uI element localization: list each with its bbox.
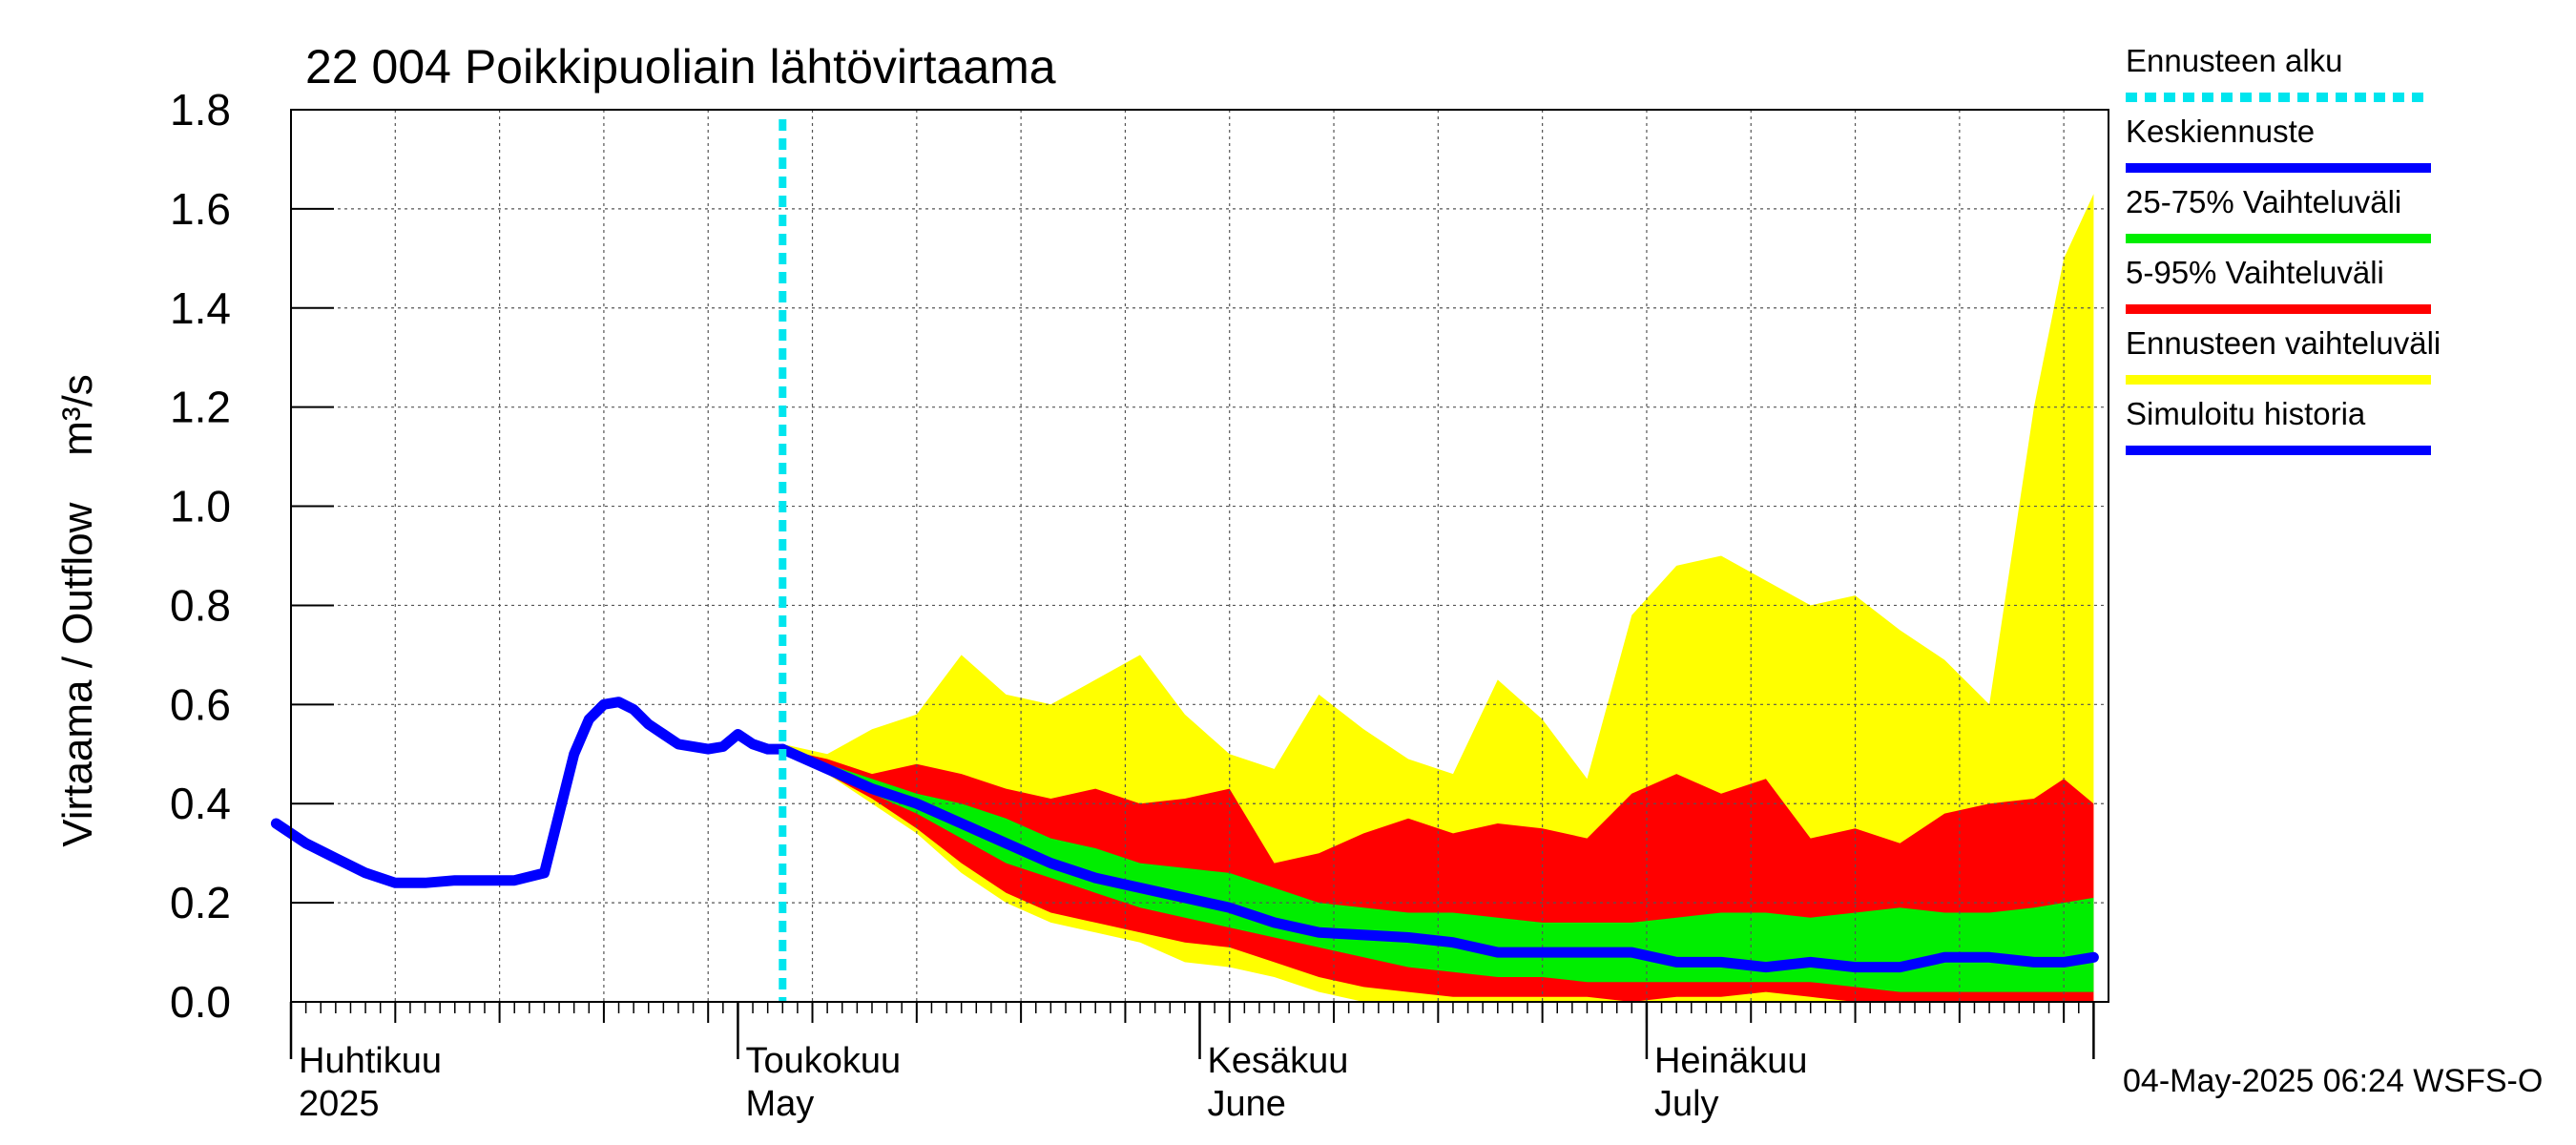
legend-label: Ennusteen vaihteluväli: [2126, 325, 2441, 361]
y-axis-label: Virtaama / Outflow m³/s: [54, 374, 101, 847]
simulated-history-line: [270, 697, 788, 888]
y-tick-label: 0.4: [170, 779, 231, 828]
x-month-sublabel: June: [1208, 1084, 1286, 1124]
legend-label: Simuloitu historia: [2126, 396, 2366, 431]
legend-label: 5-95% Vaihteluväli: [2126, 255, 2384, 290]
y-tick-label: 0.0: [170, 977, 231, 1027]
data-lines: [270, 119, 2099, 1002]
y-axis: 0.0 0.2 0.4 0.6 0.8 1.0 1.2 1.4 1.6 1.8: [170, 85, 334, 1027]
legend-label: Ennusteen alku: [2126, 43, 2343, 78]
forecast-bands: [782, 194, 2094, 1003]
y-tick-label: 1.0: [170, 482, 231, 531]
x-month-sublabel: 2025: [299, 1084, 380, 1124]
y-tick-label: 0.6: [170, 679, 231, 729]
y-tick-label: 1.6: [170, 184, 231, 234]
y-tick-label: 0.8: [170, 580, 231, 630]
x-month-label: Toukokuu: [745, 1041, 901, 1081]
legend: Ennusteen alku Keskiennuste 25-75% Vaihtel…: [2126, 43, 2441, 455]
y-tick-label: 1.8: [170, 85, 231, 135]
x-month-label: Huhtikuu: [299, 1041, 442, 1081]
chart-title: 22 004 Poikkipuoliain lähtövirtaama: [305, 40, 1056, 94]
median-forecast-line: [777, 743, 2099, 973]
legend-label: Keskiennuste: [2126, 114, 2315, 149]
y-tick-label: 1.2: [170, 383, 231, 432]
x-month-label: Kesäkuu: [1208, 1041, 1349, 1081]
band-25-75: [782, 749, 2094, 992]
y-tick-label: 1.4: [170, 283, 231, 333]
y-tick-label: 0.2: [170, 878, 231, 927]
x-month-sublabel: July: [1654, 1084, 1719, 1124]
footer-timestamp: 04-May-2025 06:24 WSFS-O: [2123, 1063, 2543, 1099]
x-month-label: Heinäkuu: [1654, 1041, 1808, 1081]
legend-label: 25-75% Vaihteluväli: [2126, 184, 2401, 219]
x-month-sublabel: May: [745, 1084, 814, 1124]
